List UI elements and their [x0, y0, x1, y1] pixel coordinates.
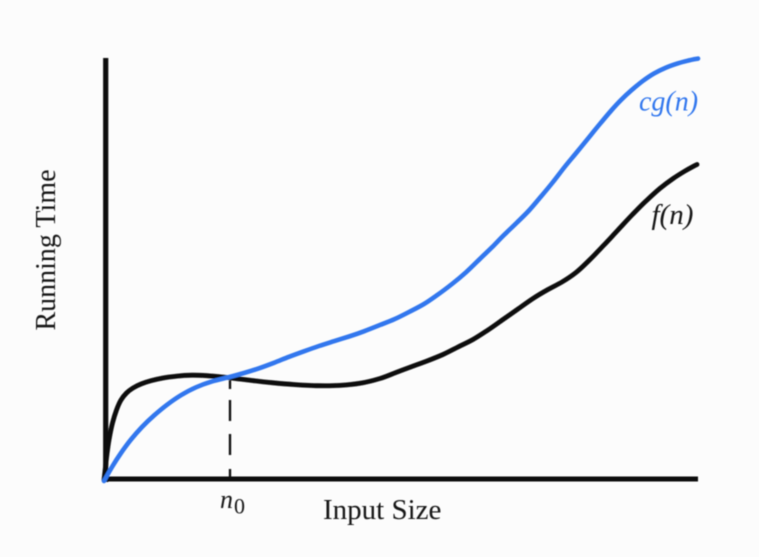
svg-text:n: n: [220, 485, 233, 514]
svg-text:0: 0: [234, 494, 245, 519]
svg-text:Input Size: Input Size: [323, 494, 441, 526]
svg-text:cg(n): cg(n): [639, 87, 698, 118]
svg-text:f(n): f(n): [652, 199, 694, 231]
svg-text:Running Time: Running Time: [31, 169, 62, 330]
